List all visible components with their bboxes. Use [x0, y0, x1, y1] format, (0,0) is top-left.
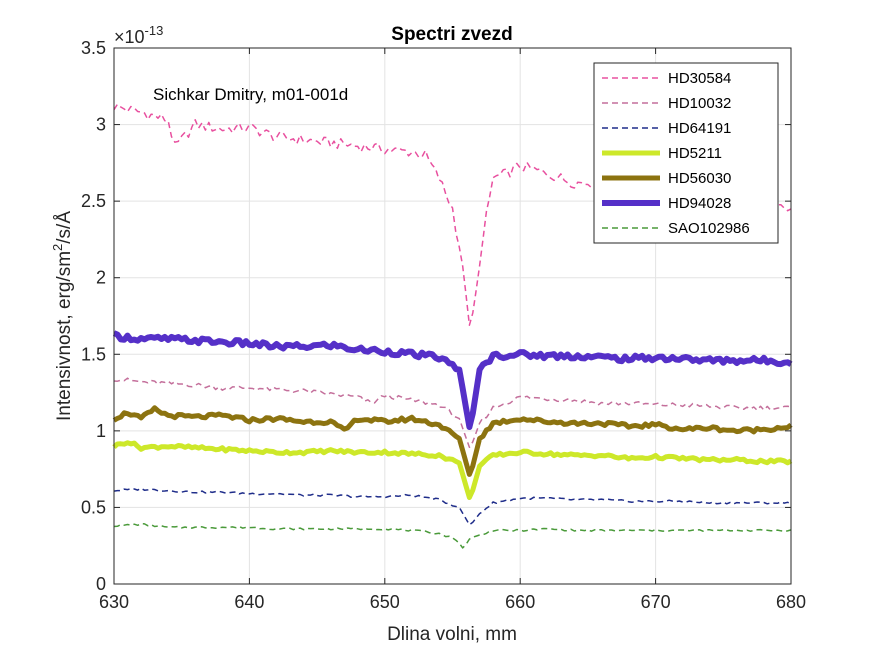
legend-label-HD94028: HD94028	[668, 195, 731, 212]
ticks: 630 640 650 660 670 680 0 0.5 1 1.5 2 2.5 3 3.5	[81, 38, 806, 612]
series-line-HD5211	[112, 440, 793, 500]
y-exponent-base: ×10	[114, 27, 145, 47]
y-tick-label: 0.5	[81, 497, 106, 517]
series-line-HD94028	[112, 330, 793, 430]
series-line-HD56030	[112, 405, 793, 477]
legend-label-HD10032: HD10032	[668, 95, 731, 112]
y-tick-label: 3.5	[81, 38, 106, 58]
legend-label-HD56030: HD56030	[668, 170, 731, 187]
x-tick-label: 640	[234, 592, 264, 612]
y-tick-label: 3	[96, 115, 106, 135]
legend-label-HD5211: HD5211	[668, 145, 722, 162]
y-axis-title: Intensivnost, erg/sm2/s/Å	[50, 211, 75, 421]
x-axis-title: Dlina volni, mm	[387, 624, 517, 645]
y-exponent-power: -13	[145, 23, 164, 38]
legend-label-HD64191: HD64191	[668, 120, 731, 137]
x-tick-label: 650	[370, 592, 400, 612]
y-exponent: ×10-13	[114, 23, 163, 47]
chart-title: Spectri zvezd	[391, 24, 512, 45]
x-tick-label: 680	[776, 592, 806, 612]
annotation-text: Sichkar Dmitry, m01-001d	[153, 85, 348, 104]
y-axis-title-prefix: Intensivnost, erg/sm	[54, 251, 75, 421]
plot-frame	[113, 47, 792, 585]
y-tick-label: 1	[96, 421, 106, 441]
y-tick-label: 0	[96, 574, 106, 594]
legend: HD30584 HD10032 HD64191 HD5211 HD56030 HD9402…	[593, 62, 779, 244]
series-line-HD30584	[113, 103, 792, 326]
x-tick-label: 660	[505, 592, 535, 612]
x-tick-label: 630	[99, 592, 129, 612]
y-tick-label: 2.5	[81, 191, 106, 211]
y-tick-label: 1.5	[81, 344, 106, 364]
series-line-HD64191	[113, 487, 792, 526]
series-line-SAO102986	[113, 522, 792, 549]
x-tick-label: 670	[641, 592, 671, 612]
y-tick-label: 2	[96, 268, 106, 288]
y-axis-title-sup: 2	[50, 244, 65, 251]
series-layer	[112, 103, 793, 549]
legend-label-HD30584: HD30584	[668, 70, 731, 87]
legend-label-SAO102986: SAO102986	[668, 220, 750, 237]
y-axis-title-suffix: /s/Å	[54, 211, 75, 244]
